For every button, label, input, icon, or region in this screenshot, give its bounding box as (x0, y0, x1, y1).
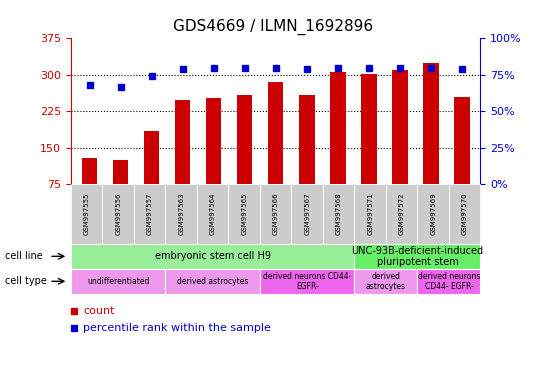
Text: GSM997563: GSM997563 (178, 193, 184, 235)
Text: percentile rank within the sample: percentile rank within the sample (83, 323, 271, 333)
Text: cell type: cell type (5, 276, 48, 286)
Text: GSM997565: GSM997565 (241, 193, 247, 235)
Bar (268, 82, 283, 221)
Text: GDS4669 / ILMN_1692896: GDS4669 / ILMN_1692896 (173, 19, 373, 35)
Bar (144, 131, 159, 221)
Text: GSM997567: GSM997567 (304, 193, 310, 235)
Text: undifferentiated: undifferentiated (87, 277, 150, 286)
Text: embryonic stem cell H9: embryonic stem cell H9 (155, 251, 271, 262)
Bar (454, 97, 470, 221)
Text: GSM997569: GSM997569 (430, 193, 436, 235)
Bar (392, 70, 407, 221)
Bar (206, 98, 222, 221)
Bar (299, 95, 314, 221)
Text: derived neurons CD44-
EGFR-: derived neurons CD44- EGFR- (263, 271, 352, 291)
Text: derived neurons
CD44- EGFR-: derived neurons CD44- EGFR- (418, 271, 480, 291)
Text: GSM997555: GSM997555 (84, 193, 90, 235)
Text: GSM997557: GSM997557 (147, 193, 153, 235)
Bar (113, 160, 128, 221)
Text: count: count (83, 306, 115, 316)
Text: GSM997566: GSM997566 (273, 193, 278, 235)
Text: derived
astrocytes: derived astrocytes (366, 271, 406, 291)
Bar (237, 95, 252, 221)
Text: GSM997570: GSM997570 (462, 193, 468, 235)
Text: GSM997564: GSM997564 (210, 193, 216, 235)
Text: GSM997556: GSM997556 (115, 193, 121, 235)
Bar (361, 74, 377, 221)
Bar (175, 100, 191, 221)
Bar (330, 73, 346, 221)
Text: GSM997572: GSM997572 (399, 193, 405, 235)
Text: GSM997568: GSM997568 (336, 193, 342, 235)
Text: UNC-93B-deficient-induced
pluripotent stem: UNC-93B-deficient-induced pluripotent st… (352, 245, 484, 267)
Text: derived astrocytes: derived astrocytes (177, 277, 248, 286)
Text: GSM997571: GSM997571 (367, 193, 373, 235)
Bar (82, 157, 97, 221)
Text: cell line: cell line (5, 251, 43, 262)
Bar (423, 63, 438, 221)
